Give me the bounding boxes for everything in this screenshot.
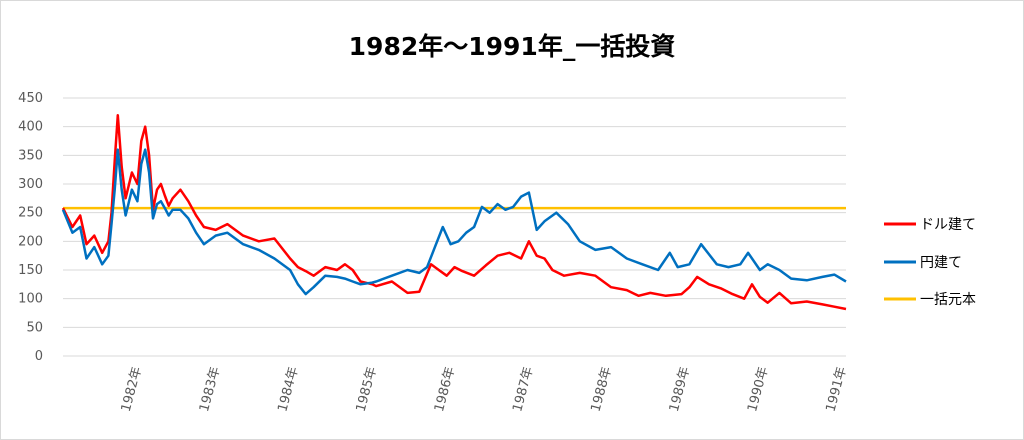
y-tick-label: 450 [18, 91, 43, 106]
y-tick-label: 250 [18, 206, 43, 221]
x-tick-label: 1985年 [354, 365, 380, 413]
plot-area [61, 113, 847, 311]
gridlines [63, 97, 846, 357]
legend-label: 円建て [920, 255, 962, 271]
x-tick-label: 1982年 [119, 365, 145, 413]
y-tick-label: 150 [18, 263, 43, 278]
legend-label: ドル建て [920, 217, 976, 233]
x-tick-label: 1984年 [275, 365, 301, 413]
x-tick-label: 1991年 [823, 365, 849, 413]
legend-label: 一括元本 [920, 292, 976, 308]
x-tick-label: 1987年 [510, 365, 536, 413]
x-axis: 1982年 1983年 1984年 1985年 1986年 1987年 1988年 1989年… [119, 365, 850, 413]
y-tick-label: 300 [18, 177, 43, 192]
x-tick-label: 1989年 [667, 365, 693, 413]
chart-title: 1982年～1991年_一括投資 [349, 32, 676, 61]
x-tick-label: 1983年 [197, 365, 223, 413]
y-tick-label: 400 [18, 120, 43, 135]
x-tick-label: 1986年 [432, 365, 458, 413]
series-line [61, 113, 847, 311]
x-tick-label: 1988年 [589, 365, 615, 413]
y-axis: 0 50 100 150 200 250 300 350 400 450 [18, 91, 43, 364]
series-line [61, 148, 847, 296]
y-tick-label: 50 [26, 320, 43, 335]
y-tick-label: 100 [18, 292, 43, 307]
y-tick-label: 0 [35, 349, 43, 364]
y-tick-label: 350 [18, 148, 43, 163]
y-tick-label: 200 [18, 234, 43, 249]
x-tick-label: 1990年 [745, 365, 771, 413]
